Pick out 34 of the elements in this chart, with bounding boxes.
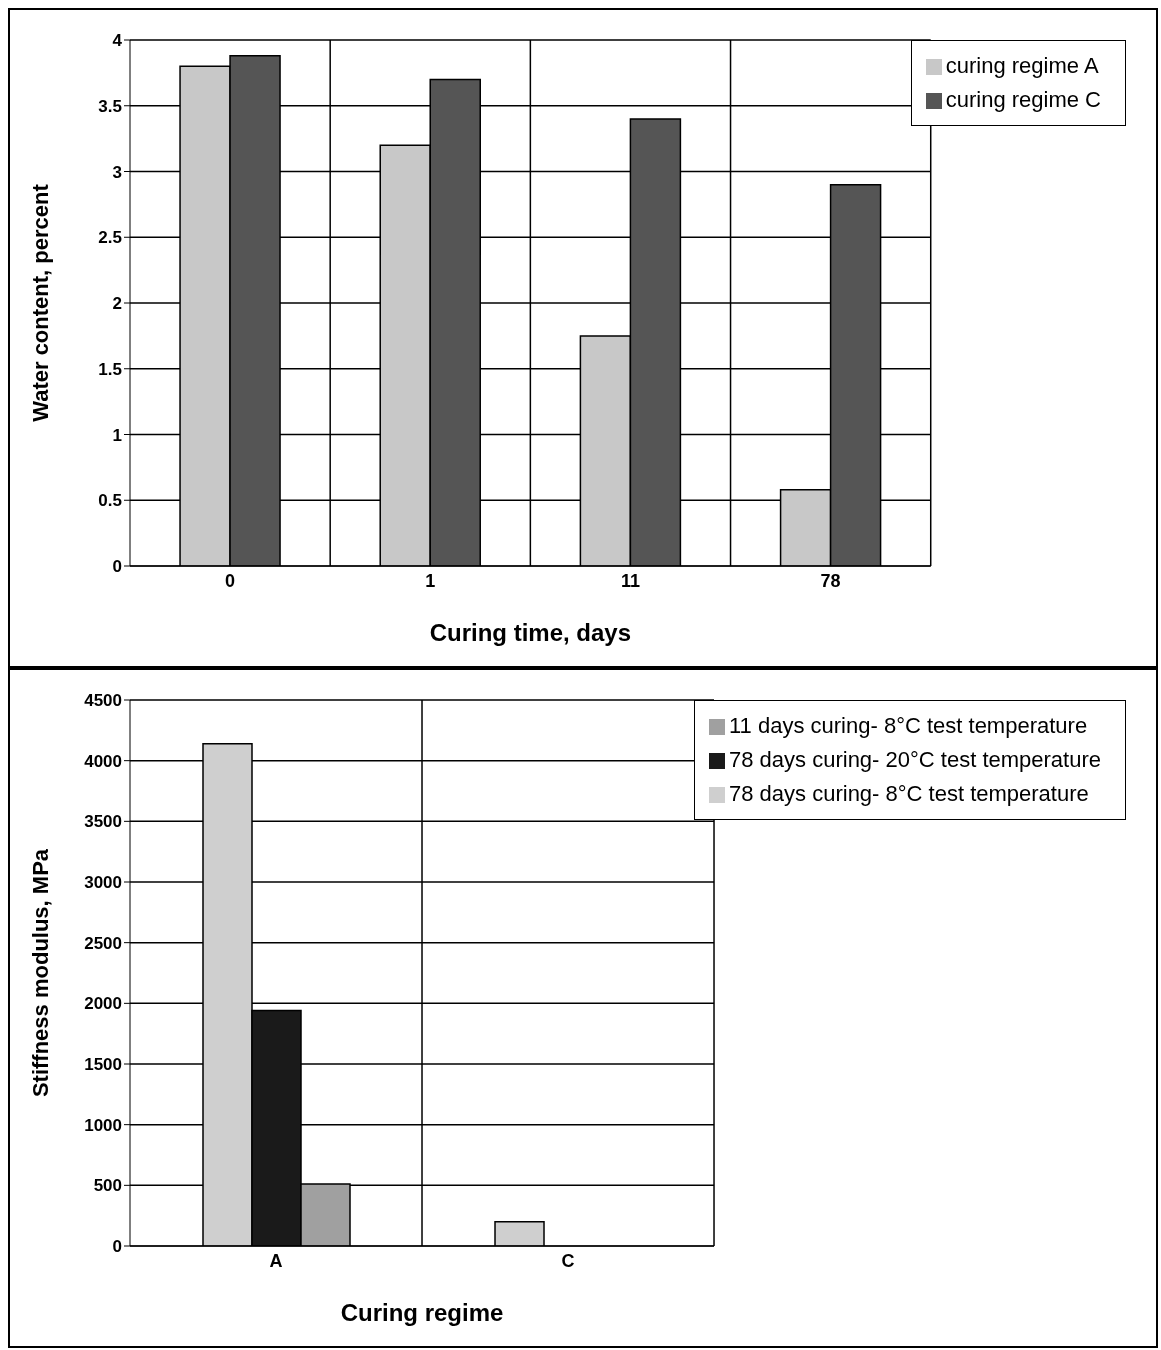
x-axis-title: Curing time, days <box>429 619 632 646</box>
legend-label: 78 days curing- 8°C test temperature <box>729 781 1089 806</box>
x-axis-title: Curing regime <box>340 1299 504 1326</box>
y-tick-label: 2 <box>112 294 122 314</box>
y-tick-label: 3000 <box>84 873 122 893</box>
y-tick-label: 1 <box>112 425 122 445</box>
x-tick-label: 78 <box>820 570 841 591</box>
legend-label: 78 days curing- 20°C test temperature <box>729 747 1101 772</box>
y-tick-label: 1000 <box>84 1115 122 1135</box>
y-tick-label: 3500 <box>84 812 122 832</box>
y-tick-label: 0.5 <box>98 491 122 511</box>
y-tick-label: 0 <box>112 557 122 577</box>
x-tick-label: C <box>561 1250 575 1271</box>
x-tick-label: 11 <box>620 570 640 591</box>
y-tick-label: 500 <box>93 1176 122 1196</box>
y-tick-label: 0 <box>112 1237 122 1257</box>
y-tick-label: 4000 <box>84 751 122 771</box>
legend-label: curing regime A <box>945 53 1099 78</box>
y-tick-label: 1500 <box>84 1055 122 1075</box>
x-tick-label: A <box>269 1250 283 1271</box>
x-tick-label: 0 <box>225 570 236 591</box>
y-tick-label: 3.5 <box>98 96 122 116</box>
y-tick-label: 2500 <box>84 933 122 953</box>
y-tick-label: 4500 <box>84 691 122 711</box>
y-tick-label: 2000 <box>84 994 122 1014</box>
y-axis-title: Stiffness modulus, MPa <box>27 848 53 1098</box>
legend-label: curing regime C <box>945 87 1101 112</box>
y-tick-label: 1.5 <box>98 359 122 379</box>
y-tick-label: 2.5 <box>98 228 122 248</box>
y-axis-title: Water content, percent <box>27 183 53 422</box>
x-tick-label: 1 <box>425 570 436 591</box>
y-tick-label: 3 <box>112 162 122 182</box>
legend-label: 11 days curing- 8°C test temperature <box>729 713 1088 738</box>
y-tick-label: 4 <box>112 31 123 51</box>
